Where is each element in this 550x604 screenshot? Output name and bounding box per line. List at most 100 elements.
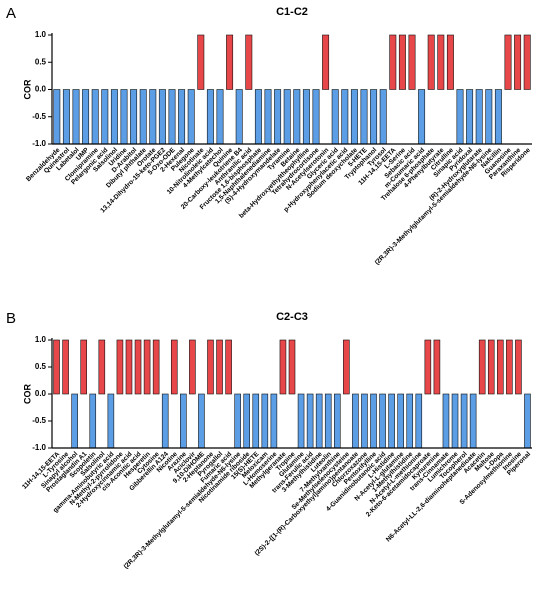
- bar: [379, 393, 386, 449]
- bar: [322, 34, 330, 90]
- bar: [245, 34, 253, 90]
- bar: [370, 89, 378, 145]
- bar: [361, 393, 368, 449]
- bar: [497, 339, 504, 395]
- bar: [226, 34, 234, 90]
- bar: [216, 339, 223, 395]
- bar: [110, 89, 118, 145]
- bar: [53, 339, 60, 395]
- bar: [116, 339, 124, 395]
- bar: [515, 339, 522, 395]
- bar: [343, 339, 350, 395]
- bar: [91, 89, 99, 145]
- bar: [261, 393, 269, 449]
- bar: [352, 393, 359, 449]
- bar: [524, 393, 531, 449]
- bar: [469, 393, 477, 449]
- bar: [134, 339, 142, 395]
- y-tick-label: 1.0: [35, 335, 47, 344]
- bar: [398, 34, 406, 90]
- bar: [189, 339, 196, 395]
- bar: [306, 393, 314, 449]
- y-tick-label: -1.0: [32, 139, 46, 148]
- bar: [350, 89, 358, 145]
- bar: [475, 89, 483, 145]
- bar: [62, 89, 70, 145]
- bar: [216, 89, 224, 145]
- bar: [101, 89, 109, 145]
- bar: [379, 89, 387, 145]
- bar: [406, 393, 414, 449]
- bar: [254, 89, 262, 145]
- y-tick-label: 1.0: [35, 30, 47, 39]
- bar: [312, 89, 320, 145]
- bar: [360, 89, 368, 145]
- bar: [315, 393, 323, 449]
- bar: [264, 89, 272, 145]
- bar: [178, 89, 186, 145]
- y-axis-label: COR: [22, 79, 32, 100]
- bar: [225, 339, 232, 395]
- bar: [514, 34, 522, 90]
- bar: [293, 89, 301, 145]
- bar: [297, 393, 305, 449]
- y-tick-label: 0.5: [35, 362, 47, 371]
- bar: [397, 393, 404, 449]
- bar: [485, 89, 493, 145]
- bar: [82, 89, 90, 145]
- bar: [187, 89, 195, 145]
- bar: [125, 339, 133, 395]
- bar: [235, 89, 243, 145]
- bar: [288, 339, 296, 395]
- bar: [170, 339, 178, 395]
- bar: [252, 393, 260, 449]
- bar: [98, 339, 106, 395]
- bar: [89, 393, 97, 449]
- bar: [324, 393, 332, 449]
- bar: [62, 339, 69, 395]
- bar: [456, 89, 464, 145]
- bar: [198, 393, 205, 449]
- bar: [331, 89, 339, 145]
- bar: [130, 89, 138, 145]
- bar: [506, 339, 513, 395]
- bar: [158, 89, 166, 145]
- bar: [107, 393, 115, 449]
- bar: [523, 34, 531, 90]
- bar: [274, 89, 282, 145]
- bar: [207, 339, 214, 395]
- bar: [389, 34, 397, 90]
- bar: [333, 393, 341, 449]
- chart-title: C1-C2: [276, 6, 308, 18]
- bar: [243, 393, 251, 449]
- bar: [451, 393, 459, 449]
- bar: [80, 339, 87, 395]
- bar: [180, 393, 187, 449]
- bar: [487, 339, 495, 395]
- y-tick-label: 0.0: [35, 389, 47, 398]
- bar: [408, 34, 416, 90]
- bar: [433, 339, 441, 395]
- panel-label: B: [6, 310, 16, 327]
- bar: [370, 393, 377, 449]
- chart-title: C2-C3: [276, 311, 308, 323]
- bar: [149, 89, 157, 145]
- bar: [161, 393, 169, 449]
- bar: [446, 34, 454, 90]
- bar: [152, 339, 160, 395]
- bar: [437, 34, 445, 90]
- y-tick-label: -1.0: [32, 443, 46, 452]
- bar: [341, 89, 349, 145]
- bar: [478, 339, 486, 395]
- bar: [283, 89, 291, 145]
- bar: [494, 89, 502, 145]
- bar: [460, 393, 468, 449]
- bar: [415, 393, 423, 449]
- bar: [71, 393, 78, 449]
- bar: [424, 339, 432, 395]
- bar: [279, 339, 287, 395]
- bar: [504, 34, 512, 90]
- bar: [234, 393, 241, 449]
- bar: [139, 89, 147, 145]
